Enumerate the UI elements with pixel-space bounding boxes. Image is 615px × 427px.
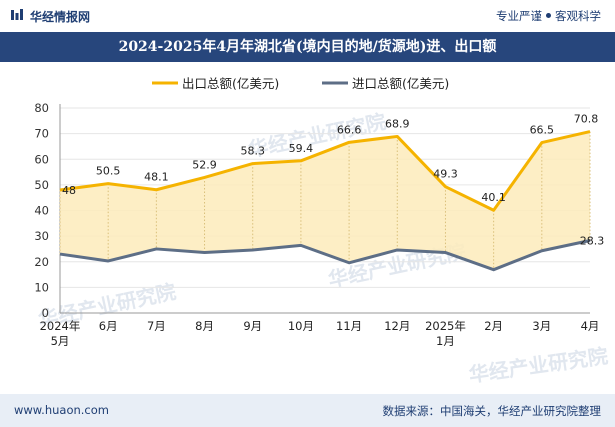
export-data-label: 58.3: [240, 145, 265, 158]
x-tick-label: 4月: [581, 319, 600, 333]
y-tick-label: 70: [34, 127, 49, 141]
x-tick-label: 6月: [99, 319, 118, 333]
brand-name: 华经情报网: [30, 10, 91, 24]
export-data-label: 48.1: [144, 171, 169, 184]
top-bar: 华经情报网 专业严谨 客观科学: [0, 0, 615, 32]
y-tick-label: 40: [34, 204, 49, 218]
y-tick-label: 50: [34, 178, 49, 192]
x-tick-label: 9月: [243, 319, 262, 333]
export-series-line: [59, 130, 591, 212]
tagline-right: 客观科学: [555, 9, 601, 23]
export-data-label: 66.5: [530, 124, 555, 137]
import-series-line: [59, 239, 591, 272]
legend-export-label: 出口总额(亿美元): [182, 76, 279, 91]
y-tick-label: 30: [34, 229, 49, 243]
y-tick-label: 0: [42, 306, 49, 320]
export-data-label: 49.3: [433, 168, 458, 181]
x-tick-label: 2024年: [40, 319, 81, 333]
tagline: 专业严谨 客观科学: [496, 8, 601, 24]
chart-title: 2024-2025年4月年湖北省(境内目的地/货源地)进、出口额: [118, 39, 497, 55]
footer-url[interactable]: www.huaon.com: [14, 403, 109, 417]
export-data-label: 52.9: [192, 158, 217, 171]
x-tick-label: 2月: [484, 319, 503, 333]
x-tick-label: 7月: [147, 319, 166, 333]
footer: www.huaon.com 数据来源：中国海关，华经产业研究院整理: [0, 394, 615, 427]
export-data-label: 59.4: [289, 142, 314, 155]
tagline-left: 专业严谨: [496, 9, 542, 23]
watermark-2: 华经产业研究院: [467, 344, 609, 387]
y-tick-label: 80: [34, 101, 49, 115]
title-bar: 2024-2025年4月年湖北省(境内目的地/货源地)进、出口额: [0, 32, 615, 62]
import-data-label: 28.3: [580, 234, 605, 247]
legend-import-label: 进口总额(亿美元): [352, 76, 449, 91]
export-data-label: 50.5: [96, 165, 121, 178]
export-data-label: 70.8: [574, 113, 599, 126]
brand-logo-icon: [11, 9, 23, 20]
export-data-label: 40.1: [481, 191, 506, 204]
x-tick-label: 8月: [195, 319, 214, 333]
export-data-label: 68.9: [385, 117, 410, 130]
x-tick-label: 3月: [532, 319, 551, 333]
x-tick-label: 10月: [288, 319, 314, 333]
x-tick-label: 5月: [51, 334, 70, 348]
x-tick-label: 2025年: [425, 319, 466, 333]
data-source: 数据来源：中国海关，华经产业研究院整理: [382, 404, 602, 418]
x-tick-label: 11月: [336, 319, 362, 333]
export-data-label: 48: [62, 184, 76, 197]
x-tick-label: 12月: [384, 319, 410, 333]
y-tick-label: 60: [34, 152, 49, 166]
x-tick-label: 1月: [436, 334, 455, 348]
y-tick-label: 10: [34, 280, 49, 294]
separator-dot-icon: [546, 13, 551, 18]
line-chart: 华经产业研究院华经产业研究院华经产业研究院华经产业研究院010203040506…: [34, 76, 609, 387]
y-tick-label: 20: [34, 255, 49, 269]
export-area-fill: [60, 131, 590, 270]
export-data-label: 66.6: [337, 123, 362, 136]
